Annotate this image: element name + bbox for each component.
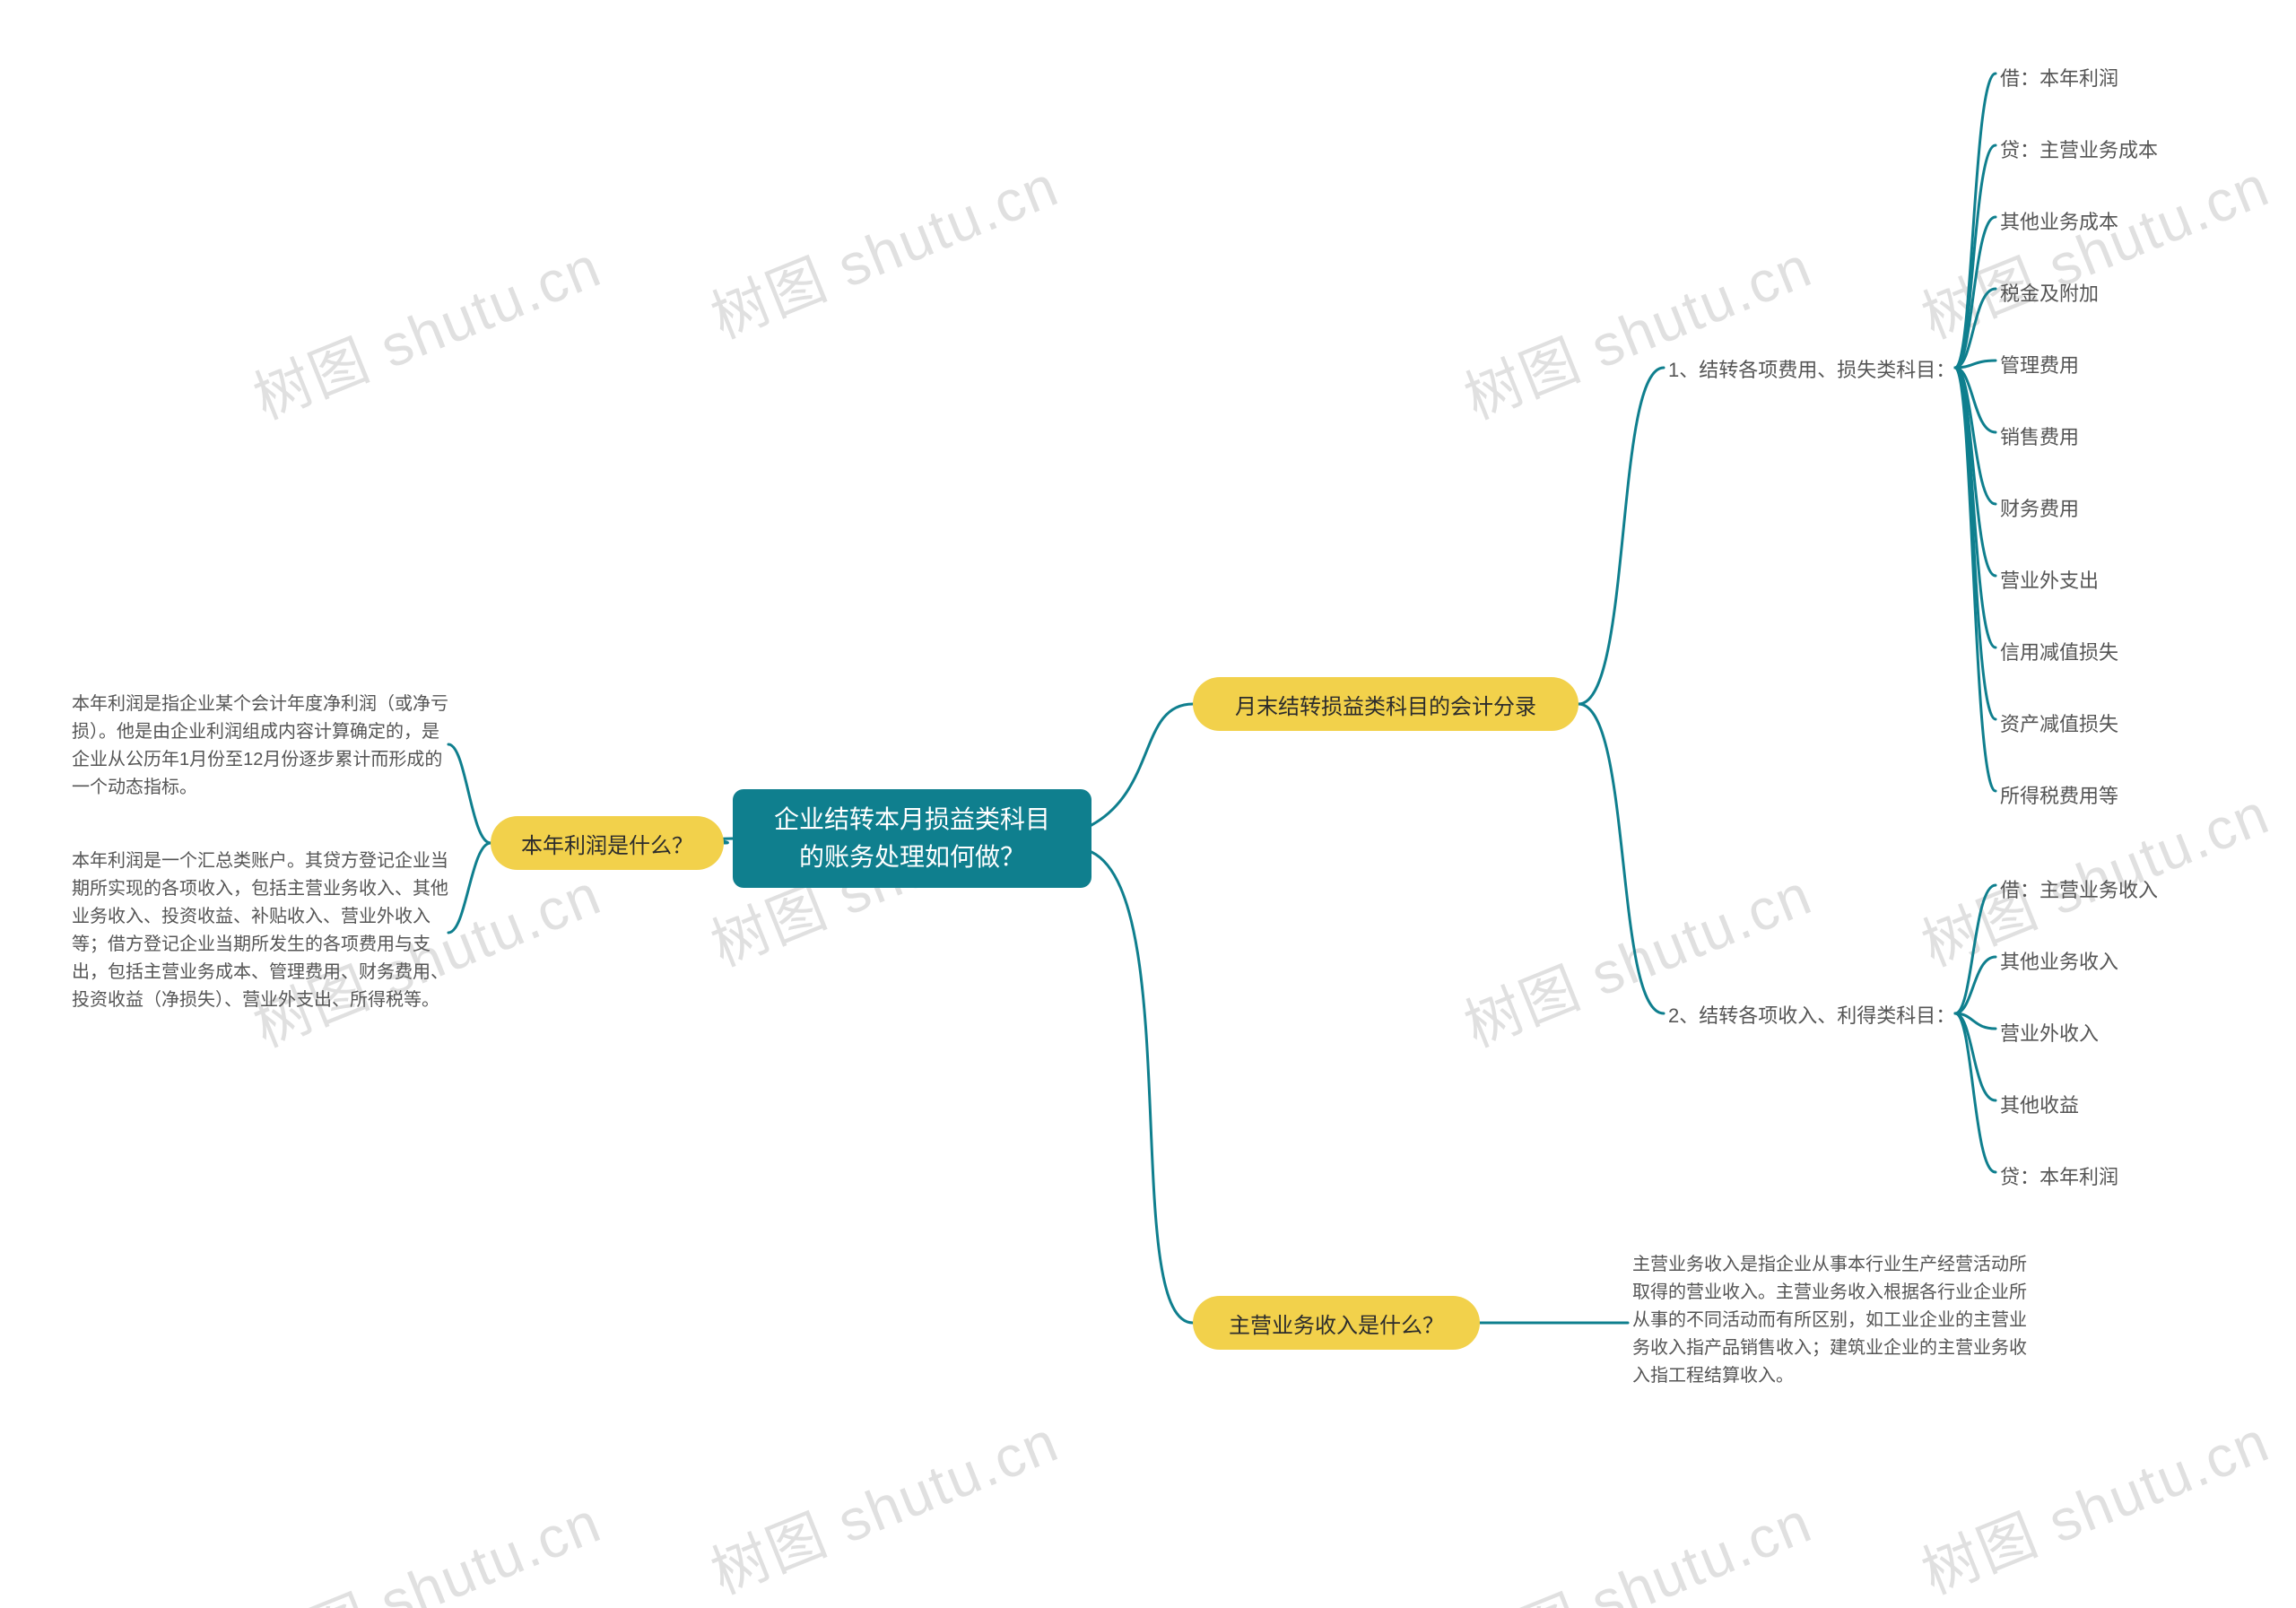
leaf: 管理费用 bbox=[2000, 350, 2079, 378]
leaf: 借：本年利润 bbox=[2000, 63, 2118, 91]
branch-label: 月末结转损益类科目的会计分录 bbox=[1235, 689, 1536, 720]
branch-label: 本年利润是什么？ bbox=[521, 828, 693, 859]
main-revenue-desc: 主营业务收入是指企业从事本行业生产经营活动所取得的营业收入。主营业务收入根据各行… bbox=[1632, 1251, 2027, 1390]
leaf: 财务费用 bbox=[2000, 493, 2079, 522]
leaf: 所得税费用等 bbox=[2000, 780, 2118, 809]
branch-month-end-entries: 月末结转损益类科目的会计分录 bbox=[1193, 677, 1578, 731]
leaf: 借：主营业务收入 bbox=[2000, 874, 2158, 903]
leaf: 营业外支出 bbox=[2000, 565, 2099, 594]
watermark: 树图 shutu.cn bbox=[240, 1477, 612, 1608]
watermark: 树图 shutu.cn bbox=[1909, 141, 2280, 355]
root-line-1: 企业结转本月损益类科目 bbox=[774, 801, 1050, 839]
leaf: 信用减值损失 bbox=[2000, 637, 2118, 665]
root-node: 企业结转本月损益类科目 的账务处理如何做？ bbox=[733, 789, 1091, 888]
watermark: 树图 shutu.cn bbox=[698, 141, 1069, 355]
leaf: 资产减值损失 bbox=[2000, 708, 2118, 737]
leaf: 税金及附加 bbox=[2000, 278, 2099, 307]
leaf: 贷：本年利润 bbox=[2000, 1161, 2118, 1190]
leaf: 营业外收入 bbox=[2000, 1018, 2099, 1047]
sub2-label: 2、结转各项收入、利得类科目： bbox=[1668, 1000, 1955, 1029]
annual-profit-desc-2: 本年利润是一个汇总类账户。其贷方登记企业当期所实现的各项收入，包括主营业务收入、… bbox=[72, 847, 448, 1014]
branch-label: 主营业务收入是什么？ bbox=[1229, 1308, 1444, 1339]
watermark: 树图 shutu.cn bbox=[1451, 849, 1822, 1064]
watermark: 树图 shutu.cn bbox=[240, 222, 612, 436]
root-line-2: 的账务处理如何做？ bbox=[774, 839, 1050, 876]
branch-main-revenue: 主营业务收入是什么？ bbox=[1193, 1296, 1480, 1350]
leaf: 其他业务收入 bbox=[2000, 946, 2118, 975]
branch-annual-profit: 本年利润是什么？ bbox=[491, 816, 724, 870]
sub1-label: 1、结转各项费用、损失类科目： bbox=[1668, 354, 1955, 383]
leaf: 其他业务成本 bbox=[2000, 206, 2118, 235]
leaf: 其他收益 bbox=[2000, 1090, 2079, 1118]
watermark: 树图 shutu.cn bbox=[1909, 1396, 2280, 1608]
watermark: 树图 shutu.cn bbox=[1451, 1477, 1822, 1608]
leaf: 贷：主营业务成本 bbox=[2000, 135, 2158, 163]
watermark: 树图 shutu.cn bbox=[698, 1396, 1069, 1608]
watermark: 树图 shutu.cn bbox=[1451, 222, 1822, 436]
annual-profit-desc-1: 本年利润是指企业某个会计年度净利润（或净亏损）。他是由企业利润组成内容计算确定的… bbox=[72, 691, 448, 802]
leaf: 销售费用 bbox=[2000, 422, 2079, 450]
